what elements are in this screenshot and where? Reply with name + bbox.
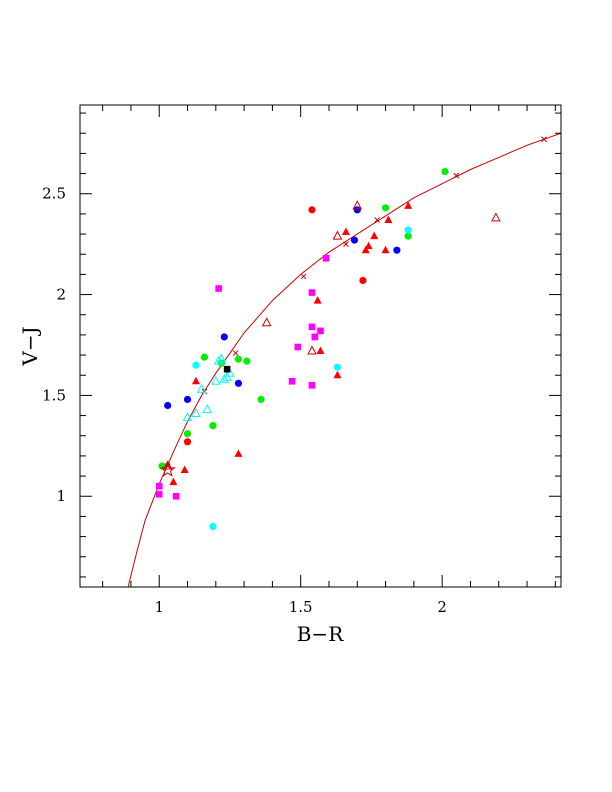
data-point-circle bbox=[217, 359, 226, 367]
data-point-square bbox=[322, 254, 330, 262]
data-point-open-triangle bbox=[210, 375, 221, 385]
data-point-circle bbox=[243, 357, 251, 365]
data-point-open-triangle bbox=[202, 403, 213, 414]
y-tick-label: 1.5 bbox=[42, 386, 66, 404]
plot-axes bbox=[79, 104, 562, 588]
data-point-open-triangle bbox=[216, 353, 227, 363]
data-point-circle bbox=[404, 232, 412, 240]
curve-x-marker bbox=[541, 136, 547, 143]
data-point-square bbox=[155, 490, 163, 498]
data-point-open-triangle bbox=[352, 200, 363, 210]
data-points bbox=[155, 167, 501, 531]
data-point-circle bbox=[220, 333, 228, 341]
data-point-triangle bbox=[180, 465, 189, 474]
x-axis-label: B−R bbox=[297, 622, 344, 646]
data-point-square bbox=[308, 382, 316, 389]
curve-x-marker bbox=[374, 217, 380, 223]
data-point-circle bbox=[393, 246, 401, 254]
curve-x-marker bbox=[343, 241, 349, 248]
data-point-square bbox=[172, 492, 180, 500]
data-point-circle bbox=[234, 355, 243, 363]
data-point-circle bbox=[381, 204, 390, 212]
y-tick-label: 2.5 bbox=[42, 185, 66, 203]
data-point-triangle bbox=[384, 215, 393, 223]
data-point-circle bbox=[350, 236, 359, 244]
data-point-circle bbox=[183, 395, 192, 404]
curve-x-marker bbox=[201, 388, 208, 395]
data-point-circle bbox=[209, 422, 217, 430]
data-point-triangle bbox=[333, 370, 342, 379]
x-tick-label: 1.5 bbox=[289, 598, 313, 616]
data-point-triangle bbox=[364, 241, 373, 250]
data-point-triangle bbox=[234, 449, 243, 457]
tick-marks bbox=[80, 105, 561, 587]
data-point-circle bbox=[192, 361, 200, 369]
x-tick-label: 2 bbox=[437, 598, 447, 616]
data-point-open-triangle bbox=[182, 412, 193, 422]
data-point-triangle bbox=[192, 376, 201, 385]
data-point-square bbox=[223, 365, 231, 373]
tick-labels: 1 1.5 2 1 1.5 2 2.5 bbox=[42, 185, 447, 616]
data-point-open-triangle bbox=[196, 383, 207, 393]
y-axis-label: V−J bbox=[18, 326, 42, 366]
data-point-square bbox=[308, 289, 316, 296]
data-point-star bbox=[159, 461, 176, 477]
data-point-triangle bbox=[316, 346, 325, 355]
data-point-circle bbox=[234, 379, 243, 387]
data-point-triangle bbox=[404, 201, 413, 209]
data-point-triangle bbox=[370, 231, 379, 240]
fit-curve bbox=[127, 132, 561, 587]
data-point-circle bbox=[353, 206, 361, 214]
data-point-triangle bbox=[361, 245, 370, 254]
data-point-circle bbox=[200, 353, 209, 361]
data-point-triangle bbox=[341, 227, 350, 236]
data-point-circle bbox=[333, 363, 342, 371]
data-point-open-triangle bbox=[213, 355, 224, 365]
data-point-circle bbox=[183, 438, 192, 446]
data-point-open-triangle bbox=[162, 460, 173, 470]
curve-x-marker bbox=[453, 172, 460, 179]
plot-frame bbox=[79, 104, 562, 588]
data-point-circle bbox=[209, 522, 217, 531]
curve-x-marker bbox=[300, 273, 307, 280]
data-point-open-triangle bbox=[261, 317, 272, 327]
data-point-circle bbox=[359, 276, 367, 285]
data-point-open-triangle bbox=[307, 345, 317, 355]
data-point-open-triangle bbox=[491, 212, 501, 222]
data-point-circle bbox=[404, 226, 412, 234]
x-tick-label: 1 bbox=[154, 598, 164, 616]
curve-x-marker bbox=[232, 350, 239, 356]
data-point-open-triangle bbox=[332, 230, 343, 240]
y-tick-label: 2 bbox=[56, 286, 66, 304]
data-point-triangle bbox=[313, 296, 322, 304]
data-point-square bbox=[155, 482, 163, 490]
data-point-square bbox=[317, 327, 324, 335]
data-point-square bbox=[311, 333, 319, 341]
data-point-square bbox=[288, 377, 296, 385]
data-point-circle bbox=[257, 395, 265, 404]
data-point-circle bbox=[308, 206, 316, 214]
data-point-triangle bbox=[169, 477, 178, 486]
data-point-square bbox=[308, 323, 316, 331]
y-tick-label: 1 bbox=[56, 487, 66, 505]
fit-curve-line bbox=[127, 132, 561, 587]
data-point-square bbox=[294, 343, 302, 351]
data-point-open-triangle bbox=[191, 407, 201, 418]
data-point-open-triangle bbox=[219, 373, 230, 383]
data-point-circle bbox=[164, 401, 172, 410]
data-point-triangle bbox=[381, 245, 390, 254]
data-point-circle bbox=[183, 430, 192, 438]
data-point-square bbox=[215, 285, 222, 292]
data-point-circle bbox=[441, 167, 449, 176]
